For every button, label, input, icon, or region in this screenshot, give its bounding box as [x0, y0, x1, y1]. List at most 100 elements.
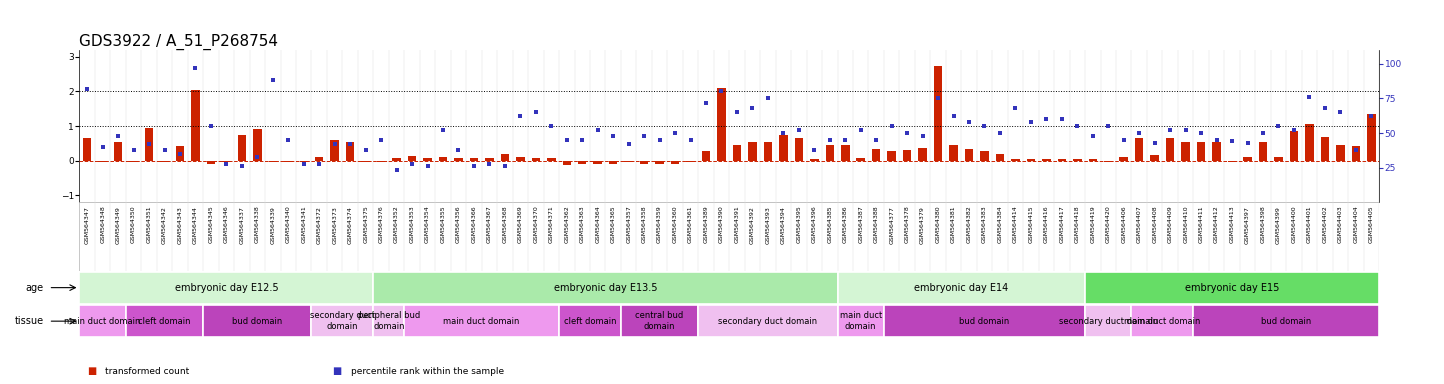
Point [400, 161, 423, 167]
Text: main duct
domain: main duct domain [839, 311, 882, 331]
Text: central bud
domain: central bud domain [635, 311, 683, 331]
Point [757, 95, 780, 101]
Text: bud domain: bud domain [232, 317, 283, 326]
Bar [559, 305, 621, 337]
Text: GSM564339: GSM564339 [270, 206, 276, 243]
Text: GSM564401: GSM564401 [1307, 206, 1313, 243]
Bar [1073, 159, 1082, 161]
Text: GSM564342: GSM564342 [162, 206, 168, 243]
Text: GSM564409: GSM564409 [1168, 206, 1173, 243]
Text: GSM564386: GSM564386 [843, 206, 848, 243]
Text: GSM564366: GSM564366 [471, 206, 477, 243]
Point [1004, 105, 1027, 111]
Text: GSM564403: GSM564403 [1337, 206, 1343, 243]
Text: GSM564393: GSM564393 [765, 206, 771, 243]
Bar [810, 159, 819, 161]
Point [1019, 119, 1043, 125]
Text: main duct domain: main duct domain [1125, 317, 1200, 326]
Bar [1105, 161, 1112, 162]
Point [1298, 94, 1321, 100]
Bar [794, 138, 803, 161]
Point [1266, 123, 1289, 129]
Text: GSM564356: GSM564356 [456, 206, 461, 243]
Point [261, 77, 284, 83]
Bar [1165, 138, 1174, 161]
Text: GSM564392: GSM564392 [749, 206, 755, 243]
Bar [423, 158, 432, 161]
Text: GSM564343: GSM564343 [178, 206, 182, 243]
Text: GSM564363: GSM564363 [579, 206, 585, 243]
Bar [516, 157, 524, 161]
Bar [949, 145, 957, 161]
Bar [331, 140, 339, 161]
Point [1050, 116, 1073, 122]
Text: bud domain: bud domain [959, 317, 1009, 326]
Text: GSM564385: GSM564385 [827, 206, 832, 243]
Bar [1057, 159, 1066, 161]
Point [277, 137, 300, 143]
Bar [439, 157, 448, 161]
Bar [748, 142, 757, 161]
Text: GSM564380: GSM564380 [936, 206, 940, 243]
Bar [918, 147, 927, 161]
Text: GSM564398: GSM564398 [1261, 206, 1265, 243]
Text: GSM564358: GSM564358 [641, 206, 647, 243]
Text: secondary duct
domain: secondary duct domain [310, 311, 375, 331]
Text: GSM564370: GSM564370 [533, 206, 539, 243]
Text: GSM564407: GSM564407 [1136, 206, 1142, 243]
Bar [1011, 159, 1019, 161]
Point [416, 163, 439, 169]
Text: GSM564410: GSM564410 [1183, 206, 1188, 243]
Point [137, 141, 160, 147]
Text: GSM564390: GSM564390 [719, 206, 723, 243]
Text: peripheral bud
domain: peripheral bud domain [358, 311, 420, 331]
Text: GSM564391: GSM564391 [735, 206, 739, 243]
Point [462, 163, 485, 169]
Text: GSM564367: GSM564367 [487, 206, 492, 243]
Bar [455, 158, 462, 161]
Bar [656, 161, 664, 164]
Bar [191, 90, 199, 161]
Point [973, 123, 996, 129]
Text: GSM564353: GSM564353 [410, 206, 414, 243]
Point [803, 147, 826, 153]
Bar [1132, 305, 1193, 337]
Bar [1181, 142, 1190, 161]
Bar [299, 161, 308, 162]
Bar [1336, 145, 1344, 161]
Bar [82, 138, 91, 161]
Bar [609, 161, 618, 164]
Text: GSM564415: GSM564415 [1028, 206, 1034, 243]
Point [663, 130, 687, 136]
Text: GSM564378: GSM564378 [904, 206, 910, 243]
Text: embryonic day E15: embryonic day E15 [1186, 283, 1279, 293]
Bar [114, 142, 123, 161]
Text: GSM564408: GSM564408 [1152, 206, 1157, 243]
Point [153, 147, 176, 153]
Point [1282, 127, 1305, 133]
Text: GSM564381: GSM564381 [952, 206, 956, 243]
Point [710, 88, 734, 94]
Bar [1305, 124, 1314, 161]
Bar [965, 149, 973, 161]
Point [1236, 140, 1259, 146]
Point [215, 161, 238, 167]
Text: GSM564355: GSM564355 [440, 206, 446, 243]
Bar [624, 161, 632, 162]
Bar [1352, 146, 1360, 161]
Bar [702, 151, 710, 161]
Bar [404, 305, 559, 337]
Text: bud domain: bud domain [1261, 317, 1311, 326]
Point [75, 86, 98, 92]
Point [554, 137, 578, 143]
Point [121, 147, 144, 153]
Point [292, 161, 315, 167]
Point [895, 130, 918, 136]
Text: GSM564368: GSM564368 [503, 206, 507, 243]
Text: GSM564414: GSM564414 [1012, 206, 1018, 243]
Text: GDS3922 / A_51_P268754: GDS3922 / A_51_P268754 [79, 34, 279, 50]
Text: GSM564418: GSM564418 [1074, 206, 1080, 243]
Bar [699, 305, 838, 337]
Point [1220, 138, 1243, 144]
Bar [222, 161, 231, 162]
